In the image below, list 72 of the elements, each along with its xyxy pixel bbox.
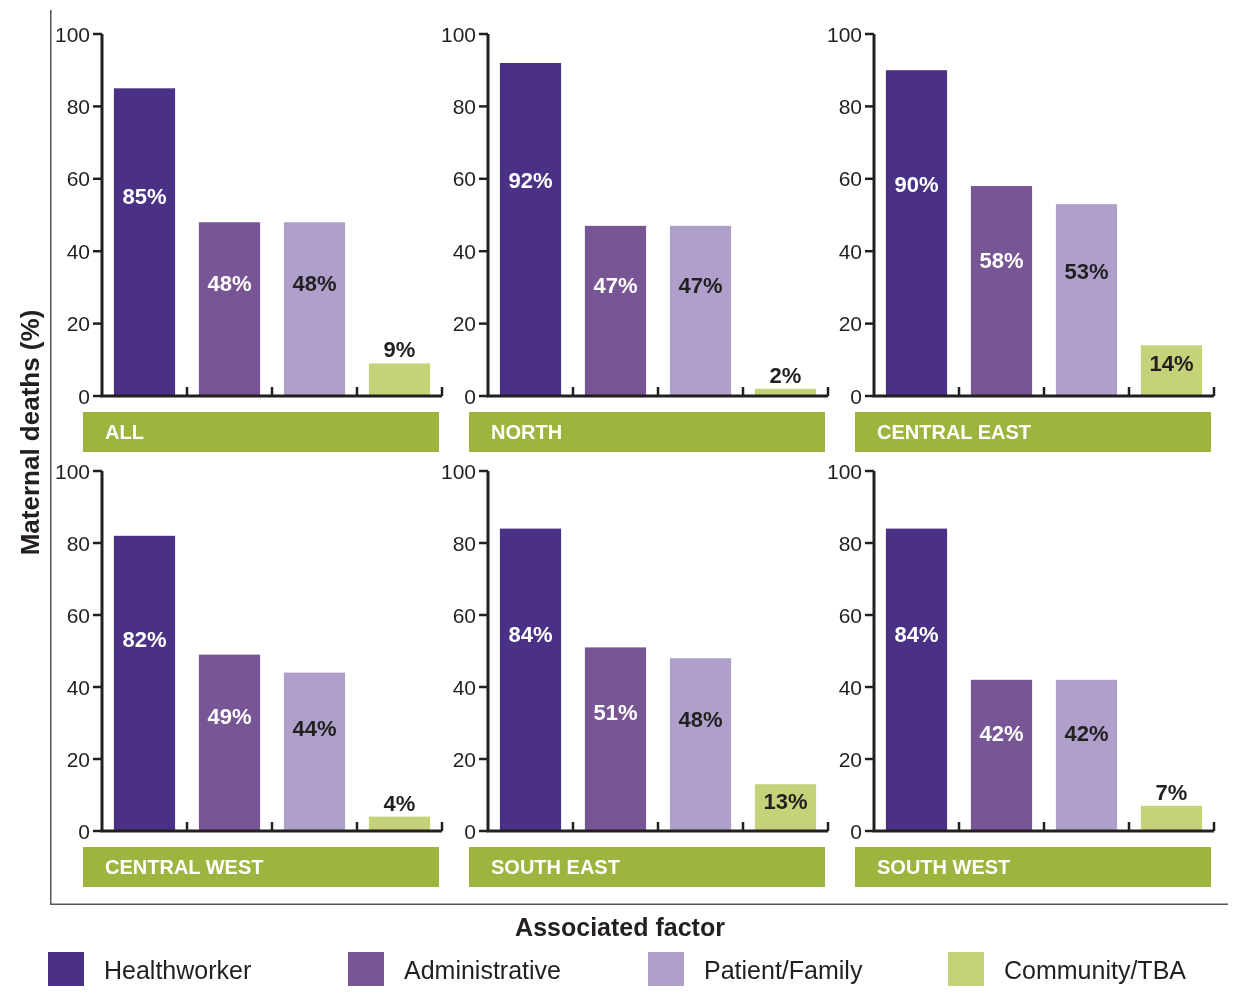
y-tick-label: 80 xyxy=(452,531,476,555)
y-tick-label: 100 xyxy=(826,22,862,46)
y-tick-label: 0 xyxy=(464,384,476,408)
y-tick-label: 0 xyxy=(78,819,90,843)
legend-label: Patient/Family xyxy=(704,956,863,984)
y-axis-title: Maternal deaths (%) xyxy=(15,309,45,556)
data-label: 82% xyxy=(122,626,167,652)
data-label: 48% xyxy=(292,270,337,296)
y-tick-label: 60 xyxy=(838,167,862,191)
y-tick-label: 20 xyxy=(452,747,476,771)
data-label: 90% xyxy=(894,171,939,197)
data-label: 58% xyxy=(979,247,1024,273)
y-tick-label: 60 xyxy=(66,167,90,191)
data-label: 84% xyxy=(508,621,553,647)
data-label: 47% xyxy=(593,272,638,298)
text: SOUTH WEST xyxy=(877,856,1011,878)
data-label: 13% xyxy=(763,788,808,814)
legend-label: Community/TBA xyxy=(1004,956,1187,984)
y-tick-label: 80 xyxy=(66,531,90,555)
x-axis-title: Associated factor xyxy=(515,913,726,941)
data-label: 2% xyxy=(769,362,802,388)
y-tick-label: 60 xyxy=(838,603,862,627)
y-tick-label: 40 xyxy=(838,675,862,699)
data-label: 48% xyxy=(678,706,723,732)
y-tick-label: 60 xyxy=(452,167,476,191)
y-tick-label: 40 xyxy=(838,239,862,263)
y-tick-label: 80 xyxy=(452,94,476,118)
y-tick-label: 0 xyxy=(850,384,862,408)
legend-label: Administrative xyxy=(404,956,561,984)
y-tick-label: 100 xyxy=(826,459,862,483)
y-tick-label: 80 xyxy=(838,94,862,118)
text: CENTRAL EAST xyxy=(877,421,1032,443)
text: CENTRAL WEST xyxy=(105,856,264,878)
data-label: 7% xyxy=(1155,779,1188,805)
data-label: 84% xyxy=(894,621,939,647)
y-tick-label: 40 xyxy=(66,675,90,699)
y-tick-label: 20 xyxy=(838,312,862,336)
y-tick-label: 60 xyxy=(452,603,476,627)
data-label: 44% xyxy=(292,715,337,741)
y-tick-label: 0 xyxy=(78,384,90,408)
y-tick-label: 100 xyxy=(440,459,476,483)
data-label: 53% xyxy=(1064,258,1109,284)
data-label: 51% xyxy=(593,699,638,725)
data-label: 47% xyxy=(678,272,723,298)
y-tick-label: 20 xyxy=(66,312,90,336)
y-tick-label: 40 xyxy=(66,239,90,263)
data-label: 14% xyxy=(1149,350,1194,376)
y-tick-label: 20 xyxy=(452,312,476,336)
text: NORTH xyxy=(491,421,563,443)
data-label: 42% xyxy=(979,720,1024,746)
data-label: 9% xyxy=(383,336,416,362)
y-tick-label: 40 xyxy=(452,675,476,699)
legend-label: Healthworker xyxy=(104,956,252,984)
y-tick-label: 20 xyxy=(66,747,90,771)
data-label: 4% xyxy=(383,790,416,816)
y-tick-label: 80 xyxy=(838,531,862,555)
y-tick-label: 40 xyxy=(452,239,476,263)
text: ALL xyxy=(105,421,144,443)
y-tick-label: 20 xyxy=(838,747,862,771)
y-tick-label: 100 xyxy=(54,22,90,46)
text: SOUTH EAST xyxy=(491,856,620,878)
y-tick-label: 60 xyxy=(66,603,90,627)
y-tick-label: 80 xyxy=(66,94,90,118)
y-tick-label: 100 xyxy=(440,22,476,46)
y-tick-label: 100 xyxy=(54,459,90,483)
data-label: 85% xyxy=(122,183,167,209)
y-tick-label: 0 xyxy=(464,819,476,843)
data-label: 92% xyxy=(508,167,553,193)
data-label: 48% xyxy=(207,270,252,296)
data-label: 42% xyxy=(1064,720,1109,746)
y-tick-label: 0 xyxy=(850,819,862,843)
data-label: 49% xyxy=(207,703,252,729)
